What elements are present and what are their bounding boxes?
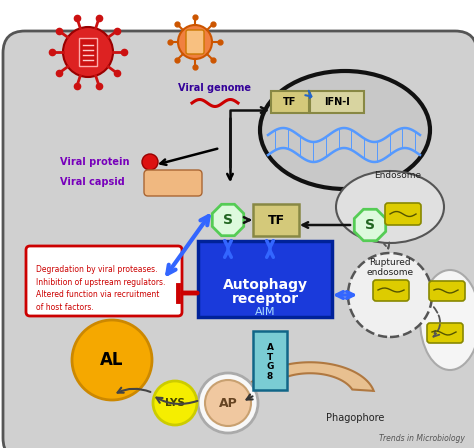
Text: receptor: receptor <box>231 292 299 306</box>
FancyBboxPatch shape <box>253 331 287 390</box>
Ellipse shape <box>336 171 444 243</box>
Text: Trends in Microbiology: Trends in Microbiology <box>379 434 465 443</box>
Text: TF: TF <box>267 214 284 227</box>
Polygon shape <box>246 362 374 391</box>
Text: Viral genome: Viral genome <box>179 83 252 93</box>
Polygon shape <box>354 209 386 241</box>
Circle shape <box>348 253 432 337</box>
Text: IFN-I: IFN-I <box>324 97 350 107</box>
FancyBboxPatch shape <box>427 323 463 343</box>
Polygon shape <box>212 204 244 236</box>
FancyBboxPatch shape <box>186 30 204 54</box>
Circle shape <box>198 373 258 433</box>
Ellipse shape <box>260 71 430 189</box>
FancyBboxPatch shape <box>144 170 202 196</box>
FancyBboxPatch shape <box>79 38 97 66</box>
Text: S: S <box>365 218 375 232</box>
Text: Ruptured: Ruptured <box>369 258 411 267</box>
FancyBboxPatch shape <box>253 204 299 236</box>
Text: LYS: LYS <box>165 398 185 408</box>
FancyBboxPatch shape <box>385 203 421 225</box>
Text: Viral capsid: Viral capsid <box>60 177 125 187</box>
Circle shape <box>63 27 113 77</box>
Text: TF: TF <box>283 97 297 107</box>
Text: AP: AP <box>219 396 237 409</box>
Text: Autophagy: Autophagy <box>222 278 308 292</box>
Text: AL: AL <box>100 351 124 369</box>
FancyBboxPatch shape <box>3 31 474 448</box>
Text: Phagophore: Phagophore <box>326 413 384 423</box>
Circle shape <box>153 381 197 425</box>
FancyBboxPatch shape <box>198 241 332 317</box>
Text: S: S <box>223 213 233 227</box>
Circle shape <box>72 320 152 400</box>
FancyBboxPatch shape <box>429 281 465 301</box>
Circle shape <box>205 380 251 426</box>
Circle shape <box>142 154 158 170</box>
Text: Endosome: Endosome <box>374 171 421 180</box>
Text: endosome: endosome <box>366 267 413 276</box>
Text: A
T
G
8: A T G 8 <box>266 343 273 381</box>
Text: Viral protein: Viral protein <box>60 157 129 167</box>
FancyBboxPatch shape <box>271 91 309 113</box>
FancyBboxPatch shape <box>26 246 182 316</box>
FancyBboxPatch shape <box>373 280 409 301</box>
Text: Degradation by viral proteases.
Inhibition of upstream regulators.
Altered funct: Degradation by viral proteases. Inhibiti… <box>36 265 165 311</box>
Circle shape <box>178 25 212 59</box>
FancyBboxPatch shape <box>310 91 364 113</box>
Text: AIM: AIM <box>255 307 275 317</box>
Ellipse shape <box>420 270 474 370</box>
